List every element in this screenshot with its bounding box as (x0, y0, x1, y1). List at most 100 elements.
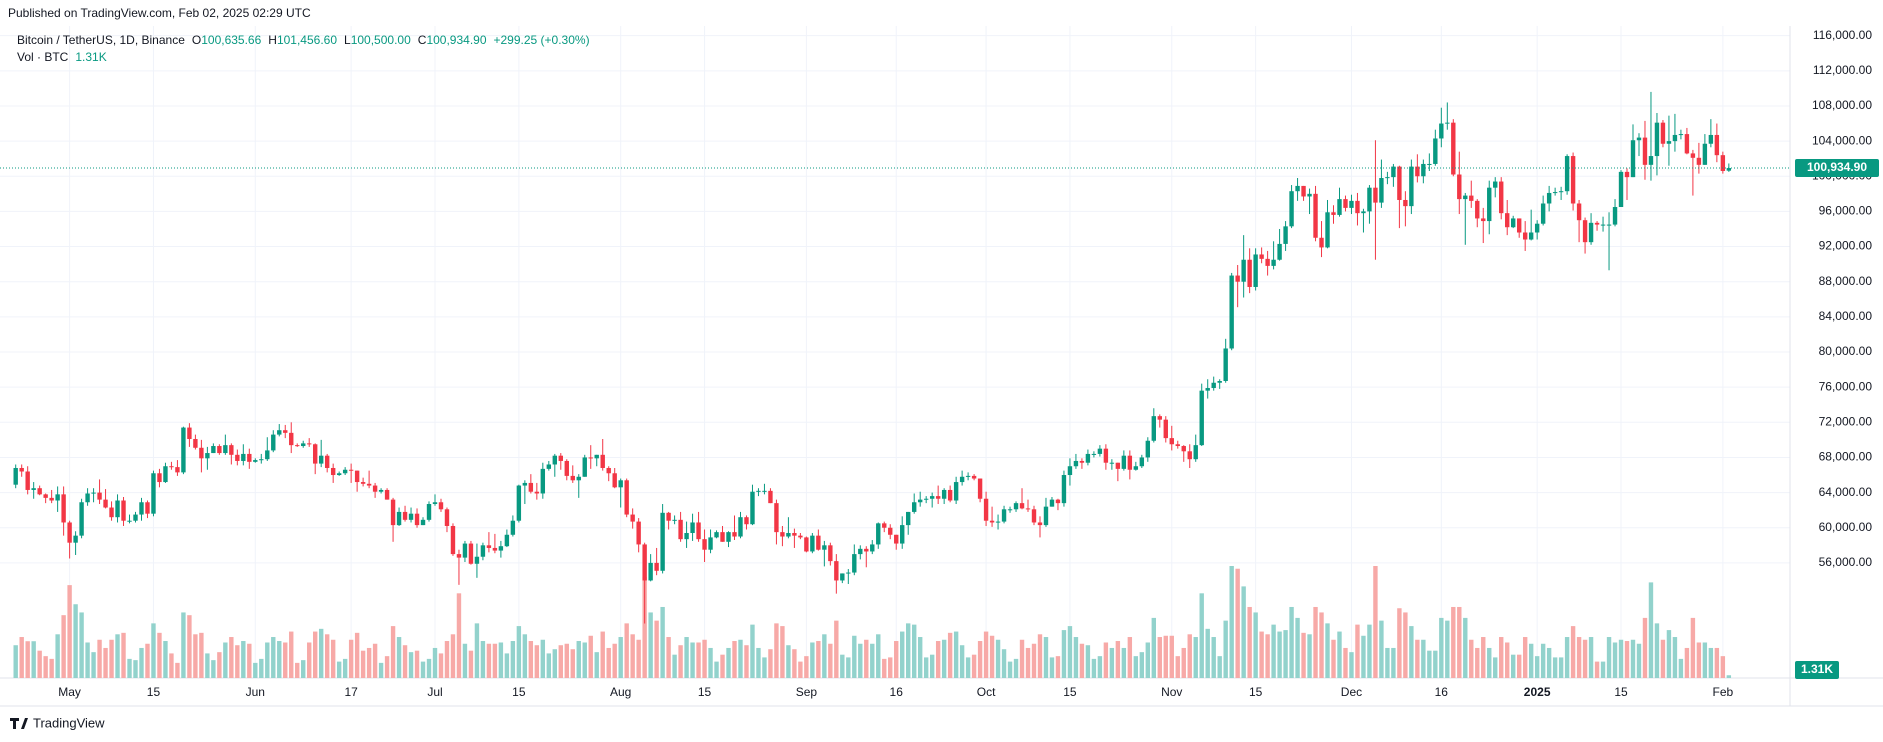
brand: TradingView (33, 715, 105, 730)
volume-bar (576, 641, 581, 678)
volume-bar (714, 661, 719, 678)
volume-bar (1552, 657, 1558, 678)
volume-bar (1343, 647, 1348, 678)
volume-bar (1385, 647, 1390, 678)
volume-bar (995, 639, 1001, 678)
candle-body (456, 554, 462, 558)
volume-bar (1463, 617, 1468, 678)
volume-bar (600, 631, 605, 678)
legend: Bitcoin / TetherUS, 1D, Binance O100,635.… (17, 33, 590, 47)
volume-bar (133, 660, 138, 678)
candle-body (1588, 222, 1594, 243)
volume-bar (498, 642, 504, 678)
candle-body (1361, 211, 1366, 214)
candle-body (1181, 446, 1186, 452)
volume-bar (318, 628, 324, 678)
candle-body (1660, 122, 1666, 144)
y-tick-label: 72,000.00 (1819, 414, 1873, 428)
volume-bar (211, 660, 216, 678)
volume-bar (696, 642, 701, 678)
candle-body (1001, 509, 1007, 522)
candle-body (726, 532, 731, 542)
candle-body (888, 527, 893, 535)
candle-body (1558, 191, 1564, 193)
candle-body (133, 514, 138, 521)
candle-body (1349, 200, 1354, 208)
candle-body (1025, 508, 1031, 510)
volume-bar (1648, 582, 1654, 678)
volume-bar (816, 641, 821, 678)
volume-bar (1606, 637, 1612, 678)
candle-body (576, 476, 581, 481)
candle-body (1475, 200, 1480, 219)
candle-body (977, 478, 983, 499)
volume-bar (504, 653, 510, 678)
candle-body (983, 498, 989, 521)
candle-body (1343, 199, 1348, 208)
candle-body (1666, 141, 1672, 144)
candle-body (929, 496, 935, 499)
volume-bar (648, 612, 653, 678)
candle-body (1708, 134, 1714, 144)
candle-body (690, 522, 695, 534)
volume-bar (25, 641, 30, 678)
candle-body (624, 480, 629, 515)
volume-bar (205, 653, 210, 678)
candle-body (750, 491, 755, 525)
volume-bar (1720, 656, 1726, 678)
volume-bar (516, 626, 522, 678)
volume-bar (1241, 586, 1246, 678)
candle-body (504, 534, 510, 547)
volume-bar (408, 652, 414, 678)
volume-bar (612, 643, 617, 678)
x-tick-label: May (58, 685, 81, 699)
y-tick-label: 112,000.00 (1813, 63, 1872, 77)
volume-bar (1654, 623, 1660, 678)
x-tick-label: 15 (512, 685, 526, 699)
volume-bar (301, 660, 306, 678)
volume-bar (151, 623, 156, 678)
volume-bar (1690, 617, 1696, 678)
volume-bar (73, 604, 78, 678)
candle-body (1696, 157, 1702, 165)
candle-body (660, 512, 665, 571)
volume-bar (456, 593, 462, 678)
volume-bar (1181, 647, 1186, 678)
volume-bar (582, 642, 587, 678)
volume-bar (259, 658, 264, 678)
volume-bar (1582, 639, 1588, 678)
candle-body (37, 488, 42, 495)
candle-body (846, 572, 851, 574)
volume-bar (630, 634, 635, 678)
volume-bar (774, 623, 779, 678)
volume-bar (1415, 639, 1420, 678)
legend-key: O (192, 33, 201, 47)
volume-bar (1516, 654, 1522, 678)
volume-bar (1301, 632, 1306, 678)
candle-body (1223, 348, 1228, 381)
volume-bar (277, 641, 282, 678)
candle-body (1505, 213, 1510, 228)
legend-key: L (344, 33, 351, 47)
candle-body (1187, 451, 1192, 460)
y-tick-label: 88,000.00 (1819, 274, 1873, 288)
candle-body (1283, 226, 1288, 244)
candle-body (247, 453, 252, 462)
volume-bar (193, 634, 198, 678)
volume-bar (690, 642, 695, 678)
volume-bar (348, 639, 354, 678)
volume-bar (109, 639, 114, 678)
volume-bar (1546, 647, 1552, 678)
candle-body (1540, 203, 1546, 224)
candle-body (1379, 178, 1384, 203)
candle-body (959, 476, 965, 483)
candle-body (217, 446, 222, 454)
volume-bar (139, 647, 144, 678)
volume-bar (552, 649, 557, 678)
x-tick-label: 15 (1249, 685, 1263, 699)
volume-bar (1223, 620, 1228, 678)
volume-bar (271, 637, 276, 678)
y-tick-label: 96,000.00 (1819, 204, 1873, 218)
volume-bar (354, 632, 360, 678)
